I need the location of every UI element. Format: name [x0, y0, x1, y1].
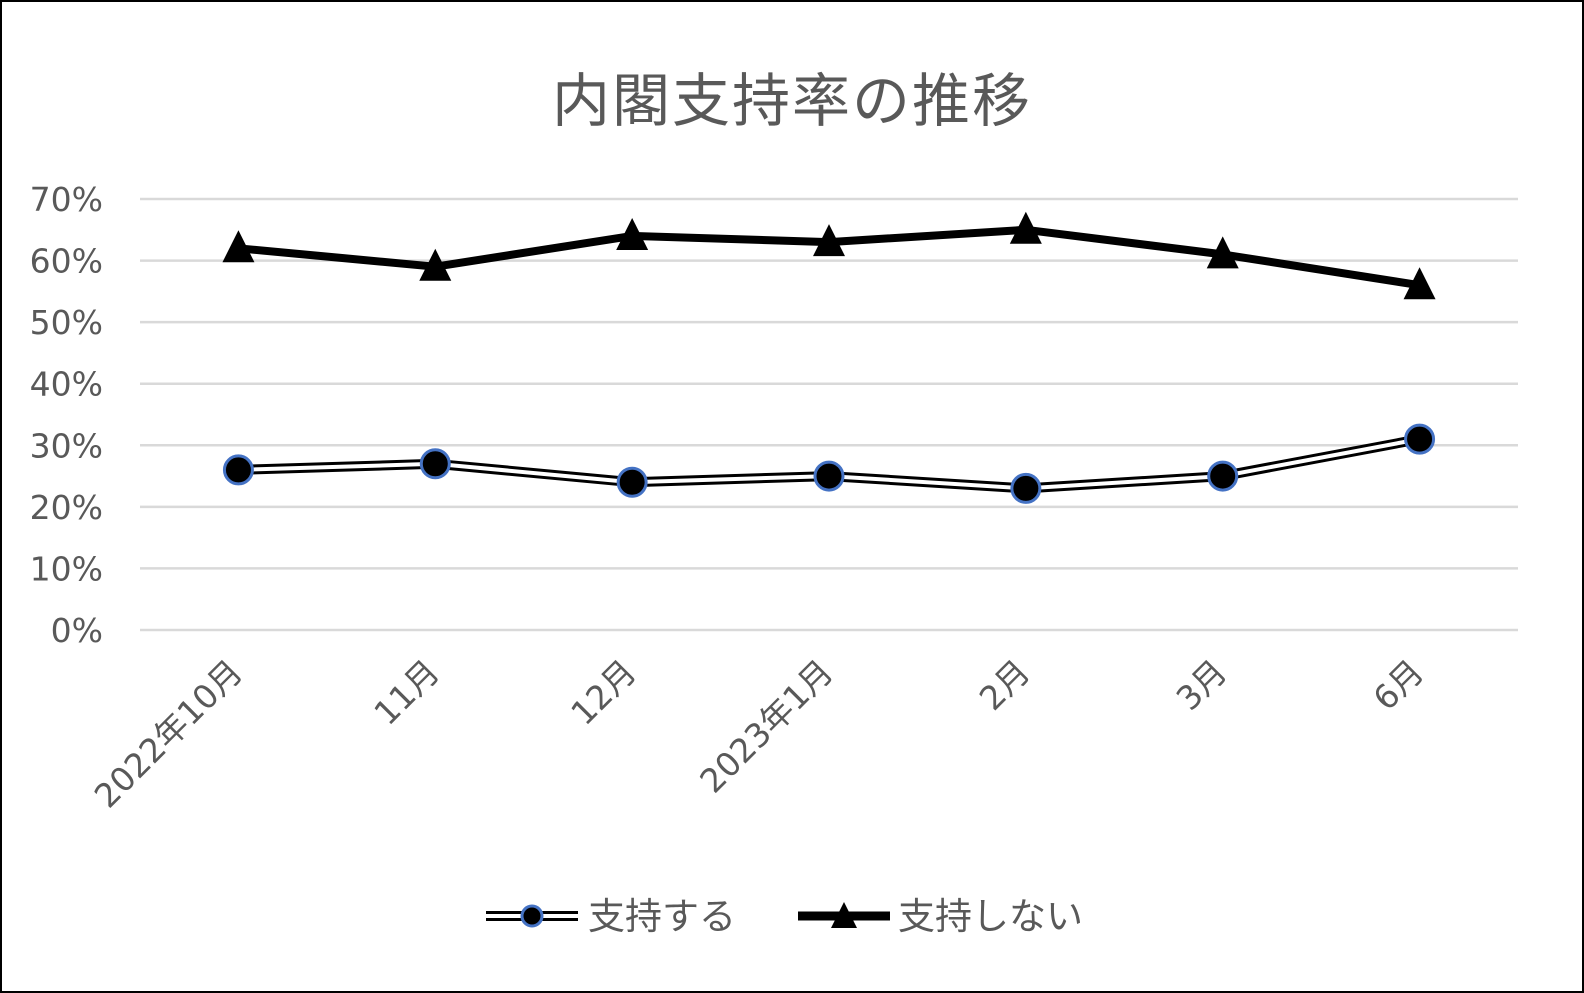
- data-point: [1206, 236, 1239, 269]
- data-point: [616, 217, 649, 250]
- data-point: [1207, 460, 1239, 492]
- y-tick-label: 50%: [30, 303, 103, 342]
- x-axis-ticks: 2022年10月 11月 12月 2023年1月 2月 3月 6月: [87, 652, 1431, 815]
- y-tick-label: 30%: [30, 426, 103, 465]
- data-point: [1009, 211, 1042, 244]
- y-tick-label: 0%: [51, 611, 103, 650]
- data-point: [1010, 472, 1042, 504]
- y-tick-label: 20%: [30, 488, 103, 527]
- data-point: [222, 454, 254, 486]
- chart-title: 内閣支持率の推移: [551, 67, 1032, 135]
- legend-item-2: 支持しない: [798, 895, 1083, 938]
- series-2: [222, 211, 1436, 300]
- x-tick-label: 12月: [563, 652, 644, 733]
- y-axis-ticks: 0% 10% 20% 30% 40% 50% 60% 70%: [30, 180, 103, 650]
- y-tick-label: 60%: [30, 242, 103, 281]
- x-tick-label: 2023年1月: [692, 652, 840, 800]
- y-tick-label: 40%: [30, 365, 103, 404]
- legend-marker: [520, 904, 544, 928]
- data-point: [1404, 423, 1436, 455]
- legend-item-1: 支持する: [486, 895, 736, 938]
- legend-label: 支持する: [588, 895, 736, 938]
- x-tick-label: 6月: [1365, 652, 1431, 718]
- data-point: [419, 448, 451, 480]
- y-tick-label: 70%: [30, 180, 103, 219]
- legend-marker: [831, 902, 857, 928]
- legend: 支持する 支持しない: [486, 895, 1083, 938]
- series-lines: [222, 211, 1436, 504]
- data-point: [1403, 267, 1436, 300]
- x-tick-label: 3月: [1169, 652, 1235, 718]
- data-point: [813, 460, 845, 492]
- data-point: [419, 248, 452, 281]
- gridlines: [140, 197, 1518, 632]
- data-point: [813, 224, 845, 257]
- y-tick-label: 10%: [30, 549, 103, 588]
- x-tick-label: 2022年10月: [87, 652, 250, 815]
- legend-label: 支持しない: [898, 895, 1083, 938]
- data-point: [616, 466, 648, 498]
- x-tick-label: 11月: [366, 652, 447, 733]
- series-1: [222, 423, 1436, 504]
- data-point: [222, 230, 255, 263]
- x-tick-label: 2月: [972, 652, 1038, 718]
